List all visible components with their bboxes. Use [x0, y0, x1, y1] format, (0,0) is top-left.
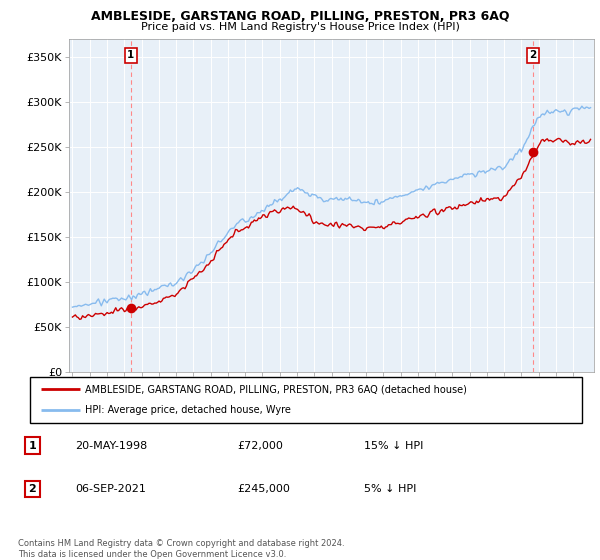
Text: 2: 2 — [530, 50, 537, 60]
Text: 2: 2 — [29, 484, 36, 494]
Text: £245,000: £245,000 — [237, 484, 290, 494]
Text: 1: 1 — [29, 441, 36, 451]
Text: 06-SEP-2021: 06-SEP-2021 — [76, 484, 146, 494]
Text: 5% ↓ HPI: 5% ↓ HPI — [364, 484, 416, 494]
Text: AMBLESIDE, GARSTANG ROAD, PILLING, PRESTON, PR3 6AQ (detached house): AMBLESIDE, GARSTANG ROAD, PILLING, PREST… — [85, 384, 467, 394]
Text: AMBLESIDE, GARSTANG ROAD, PILLING, PRESTON, PR3 6AQ: AMBLESIDE, GARSTANG ROAD, PILLING, PREST… — [91, 10, 509, 23]
Text: Price paid vs. HM Land Registry's House Price Index (HPI): Price paid vs. HM Land Registry's House … — [140, 22, 460, 32]
Text: 20-MAY-1998: 20-MAY-1998 — [76, 441, 148, 451]
Text: Contains HM Land Registry data © Crown copyright and database right 2024.
This d: Contains HM Land Registry data © Crown c… — [18, 539, 344, 559]
Text: HPI: Average price, detached house, Wyre: HPI: Average price, detached house, Wyre — [85, 405, 291, 416]
Text: £72,000: £72,000 — [237, 441, 283, 451]
Text: 15% ↓ HPI: 15% ↓ HPI — [364, 441, 423, 451]
Text: 1: 1 — [127, 50, 134, 60]
